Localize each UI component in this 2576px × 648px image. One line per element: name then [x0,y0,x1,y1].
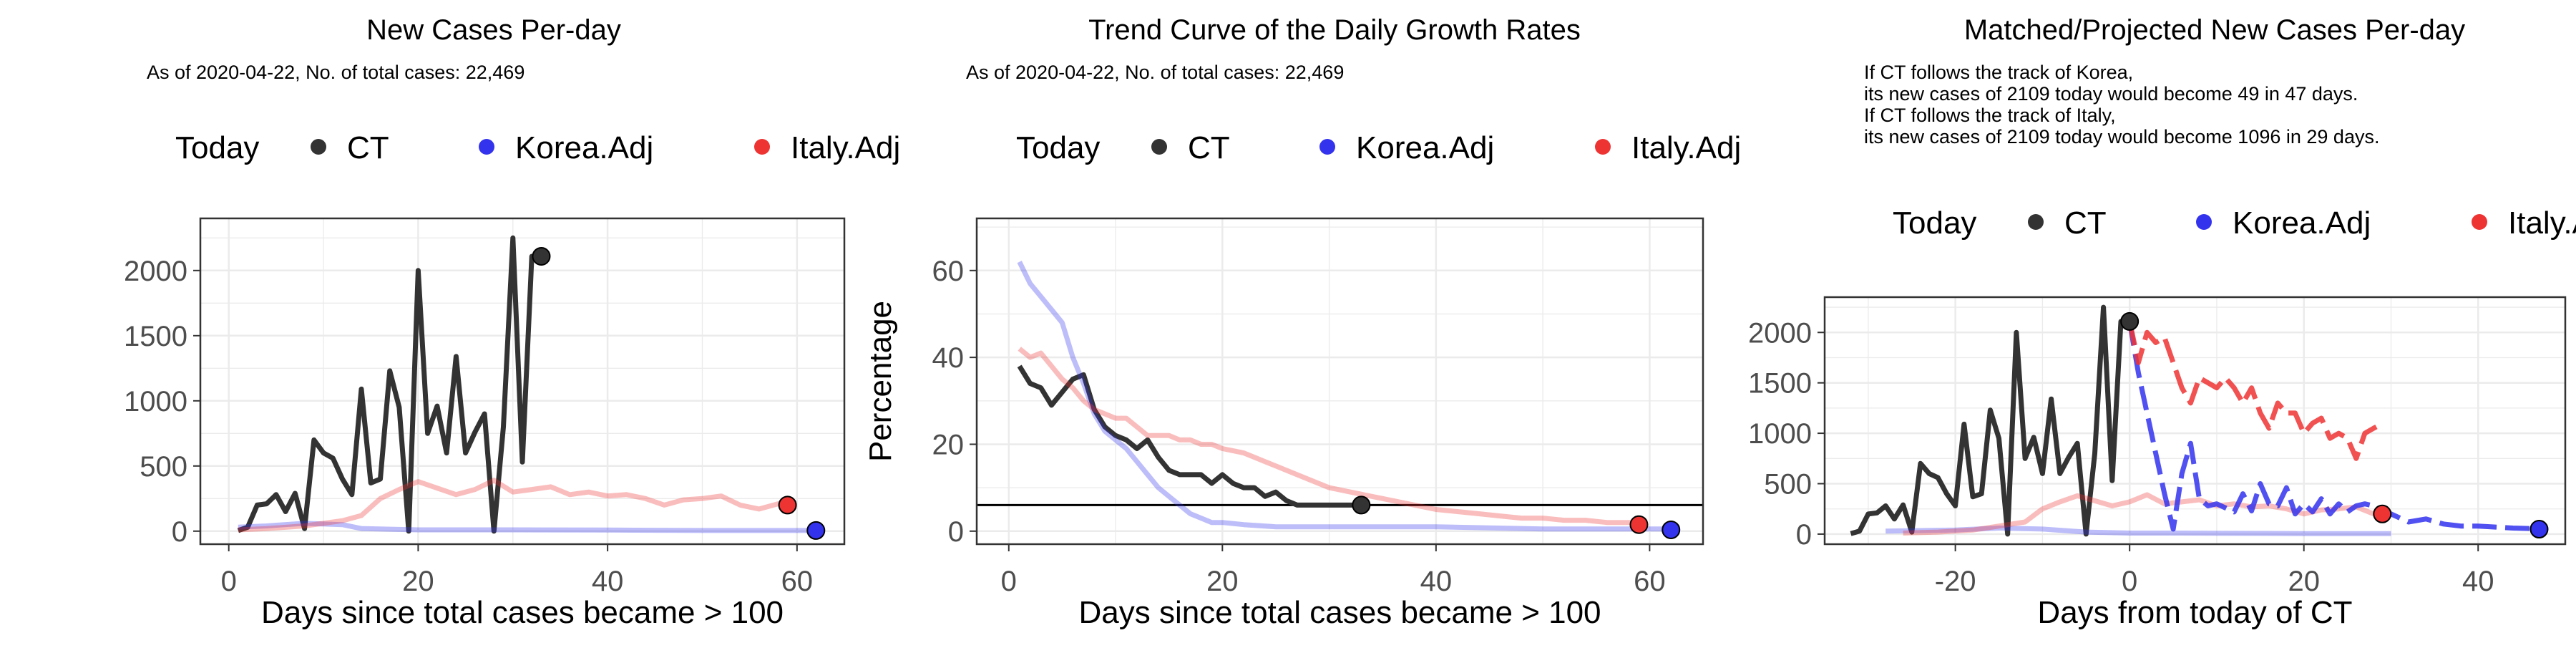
today-point-ct [532,246,551,266]
chart-subtitle-line: its new cases of 2109 today would become… [1864,83,2358,105]
x-tick-label: 0 [1001,566,1017,597]
y-tick-label: 1000 [124,386,187,417]
today-point-italy [778,495,797,515]
legend-marker-korea-adj [479,139,494,155]
x-tick-label: 40 [2462,566,2494,597]
chart-subtitle-line: If CT follows the track of Italy, [1864,105,2116,126]
legend-marker-ct [311,139,326,155]
legend-marker-italy-adj [1595,139,1611,155]
y-axis-label: Percentage [863,301,898,462]
legend-label-italy-adj: Italy.Adj [791,130,900,165]
y-tick-label: 0 [1796,519,1812,551]
legend-label-italy-adj: Italy.Adj [1631,130,1741,165]
series-line-korea-adj [1017,261,1672,532]
series-line-korea-adj-matched [1885,526,2391,536]
x-axis-label: Days since total cases became > 100 [1078,595,1601,630]
chart-title: New Cases Per-day [366,14,621,46]
x-tick-label: 0 [221,566,237,597]
y-tick-label: 0 [948,516,964,548]
legend-label-ct: CT [1188,130,1230,165]
series-line-italy-adj [238,478,789,533]
legend-marker-italy-adj [754,139,770,155]
today-point-korea [2529,520,2549,539]
x-tick-label: 60 [781,566,814,597]
y-tick-label: 40 [932,342,965,374]
legend-label-korea-adj: Korea.Adj [1356,130,1494,165]
chart-title: Trend Curve of the Daily Growth Rates [1088,14,1581,46]
today-point-korea [1662,520,1681,539]
x-tick-label: 40 [1420,566,1453,597]
panel-3: Matched/Projected New Cases Per-day If CT… [1748,14,2576,630]
series-line-korea-adj-projected [2127,321,2540,532]
legend-marker-ct [1151,139,1167,155]
chart-subtitle-line: As of 2020-04-22, No. of total cases: 22… [966,62,1344,83]
x-tick-label: 40 [592,566,624,597]
series-line-italy-adj [1018,347,1639,526]
chart-subtitle-line: its new cases of 2109 today would become… [1864,126,2379,148]
today-point-italy [2373,504,2392,523]
plot-frame [199,217,846,546]
y-tick-label: 60 [932,256,965,287]
x-tick-label: 20 [402,566,434,597]
series-line-italy-adj-projected [2127,321,2384,461]
x-tick-label: 20 [2288,566,2320,597]
x-axis-label: Days from today of CT [2037,595,2352,630]
x-tick-label: 0 [2122,566,2137,597]
x-tick-label: 60 [1634,566,1666,597]
panel-1: New Cases Per-day As of 2020-04-22, No. o… [124,14,900,630]
series-line-ct [1017,364,1362,508]
legend-title: Today [175,130,259,165]
panel-2: Trend Curve of the Daily Growth Rates As … [863,14,1741,630]
legend-label-ct: CT [2064,205,2107,241]
plot-area [977,218,1703,544]
legend-label-korea-adj: Korea.Adj [2233,205,2371,241]
legend-label-ct: CT [347,130,389,165]
legend-marker-korea-adj [2196,214,2212,230]
y-tick-label: 500 [1764,469,1812,500]
chart-subtitle-line: As of 2020-04-22, No. of total cases: 22… [147,62,525,83]
legend-label-korea-adj: Korea.Adj [515,130,653,165]
legend-marker-korea-adj [1319,139,1335,155]
legend-label-italy-adj: Italy.Adj [2508,205,2576,241]
plot-frame [975,217,1704,546]
series-line-ct [1850,304,2130,537]
plot-area [1825,297,2565,544]
legend-marker-italy-adj [2472,214,2487,230]
y-tick-label: 1500 [1748,368,1812,400]
chart-subtitle-line: If CT follows the track of Korea, [1864,62,2133,83]
y-tick-label: 1000 [1748,418,1812,450]
y-tick-label: 0 [172,516,187,548]
y-tick-label: 2000 [1748,317,1812,349]
today-point-ct [1352,495,1371,515]
x-tick-label: 20 [1206,566,1239,597]
chart-title: Matched/Projected New Cases Per-day [1964,14,2465,46]
today-point-ct [2120,311,2140,331]
series-line-korea-adj [238,521,816,533]
today-point-korea [806,521,826,540]
x-axis-label: Days since total cases became > 100 [261,595,784,630]
y-tick-label: 500 [140,451,187,483]
legend-title: Today [1893,205,1976,241]
today-point-italy [1629,515,1649,534]
y-tick-label: 2000 [124,256,187,287]
legend-marker-ct [2028,214,2044,230]
y-tick-label: 20 [932,429,965,460]
y-tick-label: 1500 [124,321,187,352]
x-tick-label: -20 [1935,566,1976,597]
legend-title: Today [1016,130,1100,165]
plot-frame [1823,296,2567,546]
series-line-ct [237,235,542,534]
